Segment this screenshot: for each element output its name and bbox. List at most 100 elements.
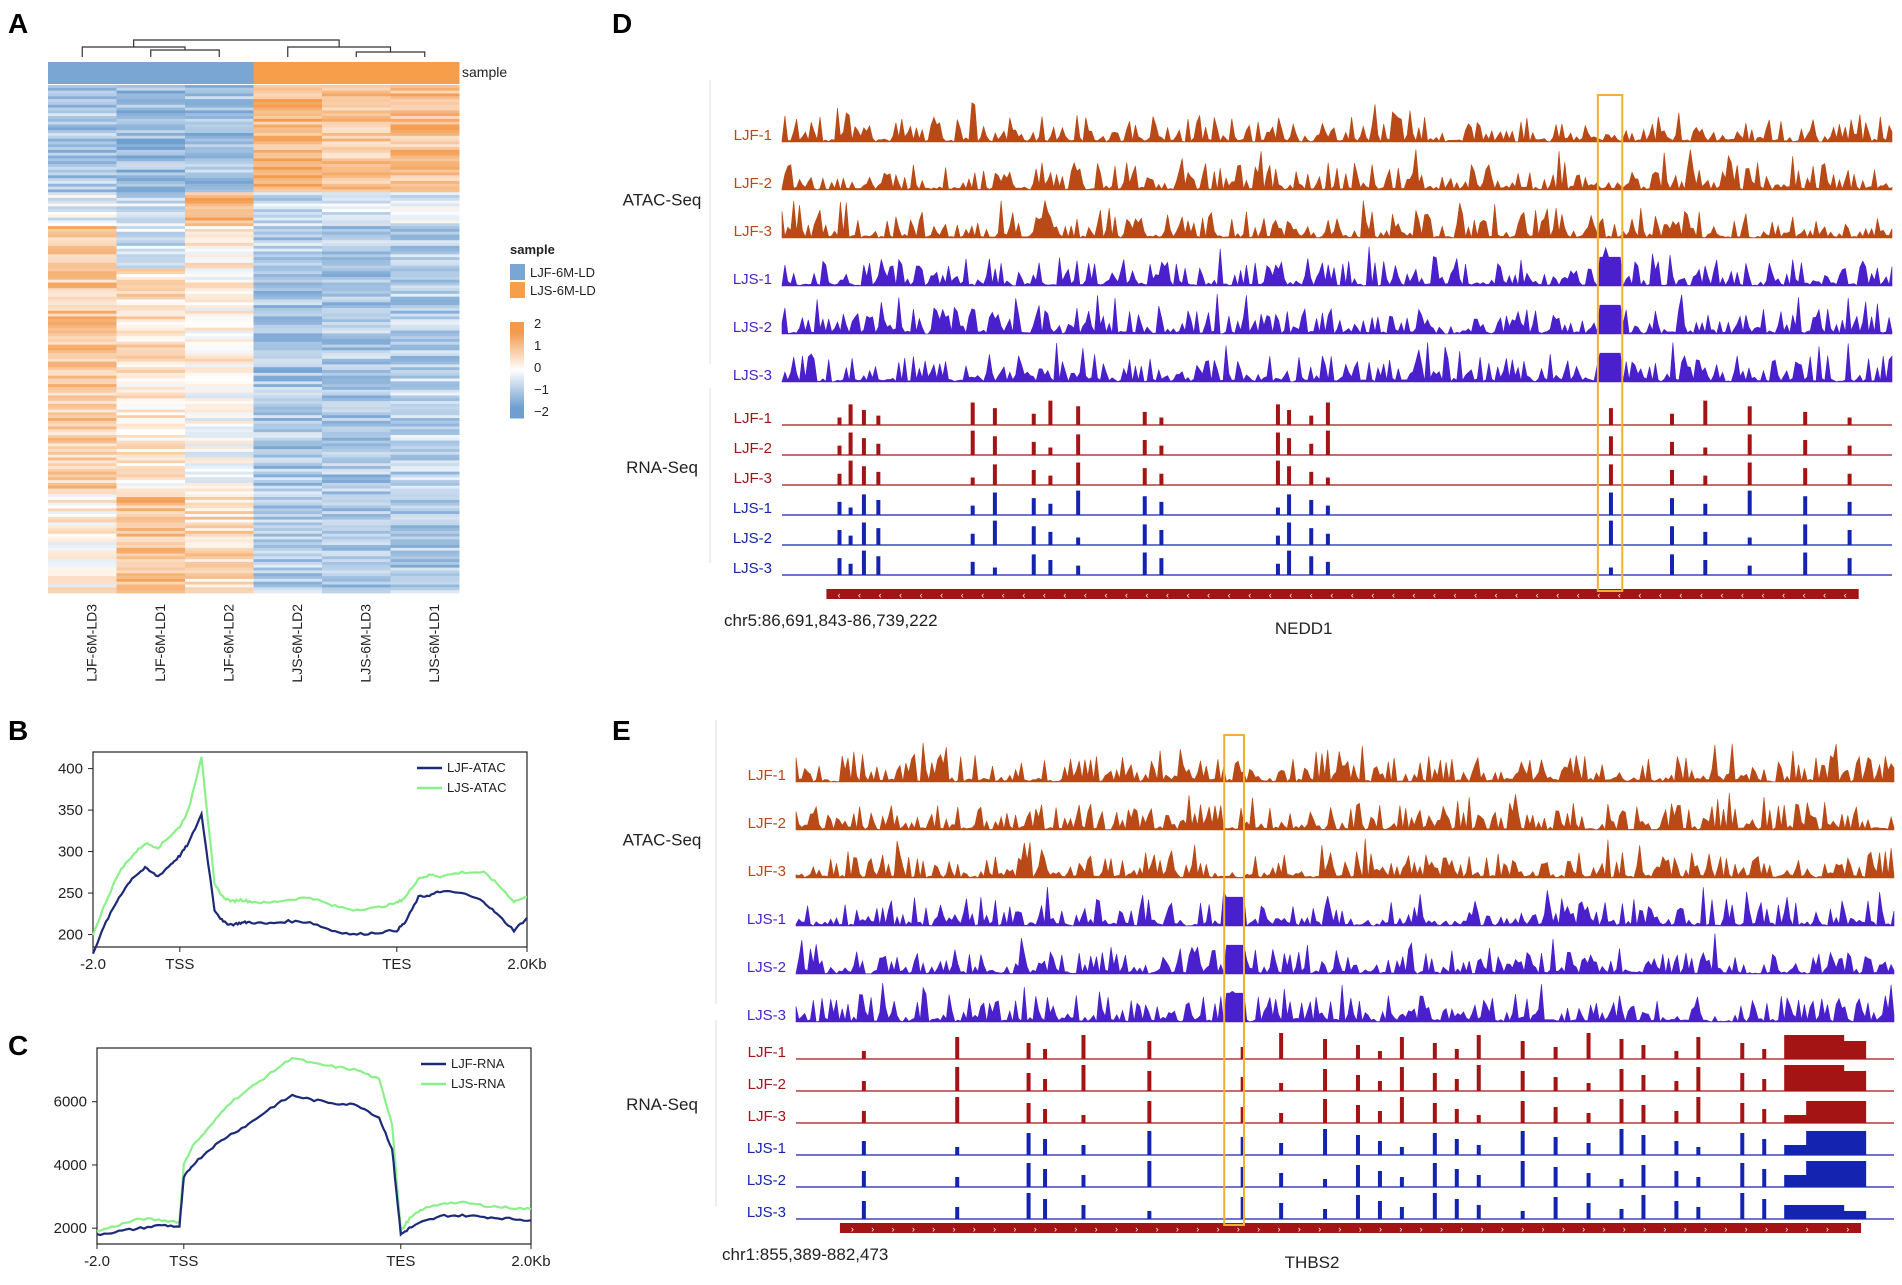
rna-peak — [1762, 1199, 1767, 1219]
heatmap-cell — [253, 508, 323, 512]
heatmap-cell — [390, 127, 460, 131]
heatmap-cell — [390, 556, 460, 560]
strand-arrow: ‹ — [1146, 590, 1149, 600]
heatmap-cell — [116, 288, 186, 292]
heatmap-cell — [48, 259, 117, 264]
strand-arrow: ‹ — [1063, 590, 1066, 600]
heatmap-cell — [48, 248, 117, 252]
heatmap-cell — [322, 471, 391, 475]
heatmap-cell — [253, 262, 323, 267]
heatmap-cell — [116, 285, 186, 289]
heatmap-cell — [322, 124, 391, 128]
heatmap-cell — [390, 508, 460, 512]
heatmap-cell — [185, 485, 254, 489]
heatmap-cell — [322, 206, 391, 210]
y-tick-label: 400 — [58, 761, 83, 778]
heatmap-cell — [390, 494, 460, 498]
heatmap-cell — [185, 423, 254, 427]
heatmap-cell — [322, 499, 391, 504]
heatmap-cell — [116, 561, 186, 566]
heatmap-cell — [390, 121, 460, 125]
heatmap-cell — [390, 245, 460, 250]
rna-peak — [1309, 528, 1314, 545]
heatmap-cell — [116, 339, 186, 343]
heatmap-cell — [322, 172, 391, 176]
rna-peak — [1076, 462, 1081, 485]
heatmap-cell — [390, 180, 460, 185]
rna-peak — [1696, 1067, 1701, 1091]
heatmap-cell — [390, 130, 460, 134]
heatmap-cell — [185, 454, 254, 458]
heatmap-cell — [390, 254, 460, 258]
rna-peak — [1586, 1113, 1591, 1123]
rna-peak — [970, 477, 975, 485]
rna-peak — [992, 436, 997, 455]
heatmap-cell — [322, 559, 391, 563]
strand-arrow: ‹ — [1104, 590, 1107, 600]
heatmap-cell — [185, 437, 254, 441]
heatmap-cell — [185, 375, 254, 379]
rna-peak — [1309, 443, 1314, 455]
heatmap-cell — [116, 85, 186, 89]
heatmap-cell — [116, 485, 186, 489]
heatmap-cell — [253, 581, 323, 585]
rna-peak — [1520, 1131, 1525, 1155]
rna-peak — [1325, 402, 1330, 425]
heatmap-cell — [116, 327, 186, 331]
rna-peak — [970, 561, 975, 575]
heatmap-cell — [48, 330, 117, 334]
rna-peak — [970, 402, 975, 425]
dendrogram-branch — [150, 49, 220, 57]
heatmap-cell — [322, 130, 391, 134]
annotation-cell — [253, 62, 323, 84]
heatmap-cell — [48, 522, 117, 526]
heatmap-cell — [390, 265, 460, 269]
heatmap-cell — [390, 285, 460, 289]
heatmap-cell — [185, 180, 254, 185]
heatmap-cell — [253, 276, 323, 281]
heatmap-cell — [48, 285, 117, 289]
heatmap-cell — [322, 432, 391, 436]
heatmap-cell — [185, 164, 254, 168]
heatmap-cell — [253, 434, 323, 439]
heatmap-cell — [48, 587, 117, 591]
heatmap-cell — [48, 274, 117, 278]
heatmap-cell — [253, 454, 323, 458]
heatmap-cell — [116, 99, 186, 103]
heatmap-cell — [48, 547, 117, 552]
heatmap-cell — [253, 482, 323, 487]
heatmap-panel: sample LJF-6M-LD3 LJF-6M-LD1 LJF-6M-LD2 LJS… — [48, 39, 596, 683]
atac-signal — [781, 293, 1893, 335]
heatmap-cell — [253, 121, 323, 125]
heatmap-cell — [253, 127, 323, 131]
heatmap-cell — [322, 545, 391, 549]
heatmap-cell — [253, 449, 323, 453]
heatmap-cell — [48, 130, 117, 134]
heatmap-cell — [322, 116, 391, 120]
legend-label: LJS-RNA — [451, 1076, 506, 1091]
rna-peak — [1847, 530, 1852, 545]
heatmap-cell — [116, 189, 186, 193]
heatmap-cell — [390, 432, 460, 436]
heatmap-cell — [185, 474, 254, 478]
strand-arrow: ‹ — [1803, 590, 1806, 600]
heatmap-cell — [390, 214, 460, 219]
heatmap-cell — [390, 446, 460, 450]
colorbar-step — [510, 336, 524, 339]
heatmap-cell — [116, 254, 186, 258]
heatmap-cell — [322, 395, 391, 399]
heatmap-cell — [322, 367, 391, 371]
heatmap-cell — [390, 519, 460, 523]
heatmap-cell — [48, 324, 117, 329]
rna-peak — [876, 556, 881, 575]
heatmap-cell — [253, 370, 323, 374]
rna-peak — [1287, 522, 1292, 545]
heatmap-cell — [322, 302, 391, 306]
colorbar-step — [510, 370, 524, 373]
heatmap-cell — [48, 209, 117, 213]
thbs2-track-panel: ATAC-SeqRNA-SeqLJF-1LJF-2LJF-3LJS-1LJS-2… — [623, 720, 1895, 1272]
heatmap-cell — [48, 299, 117, 303]
heatmap-cell — [185, 138, 254, 142]
rna-peak — [1586, 1173, 1591, 1187]
